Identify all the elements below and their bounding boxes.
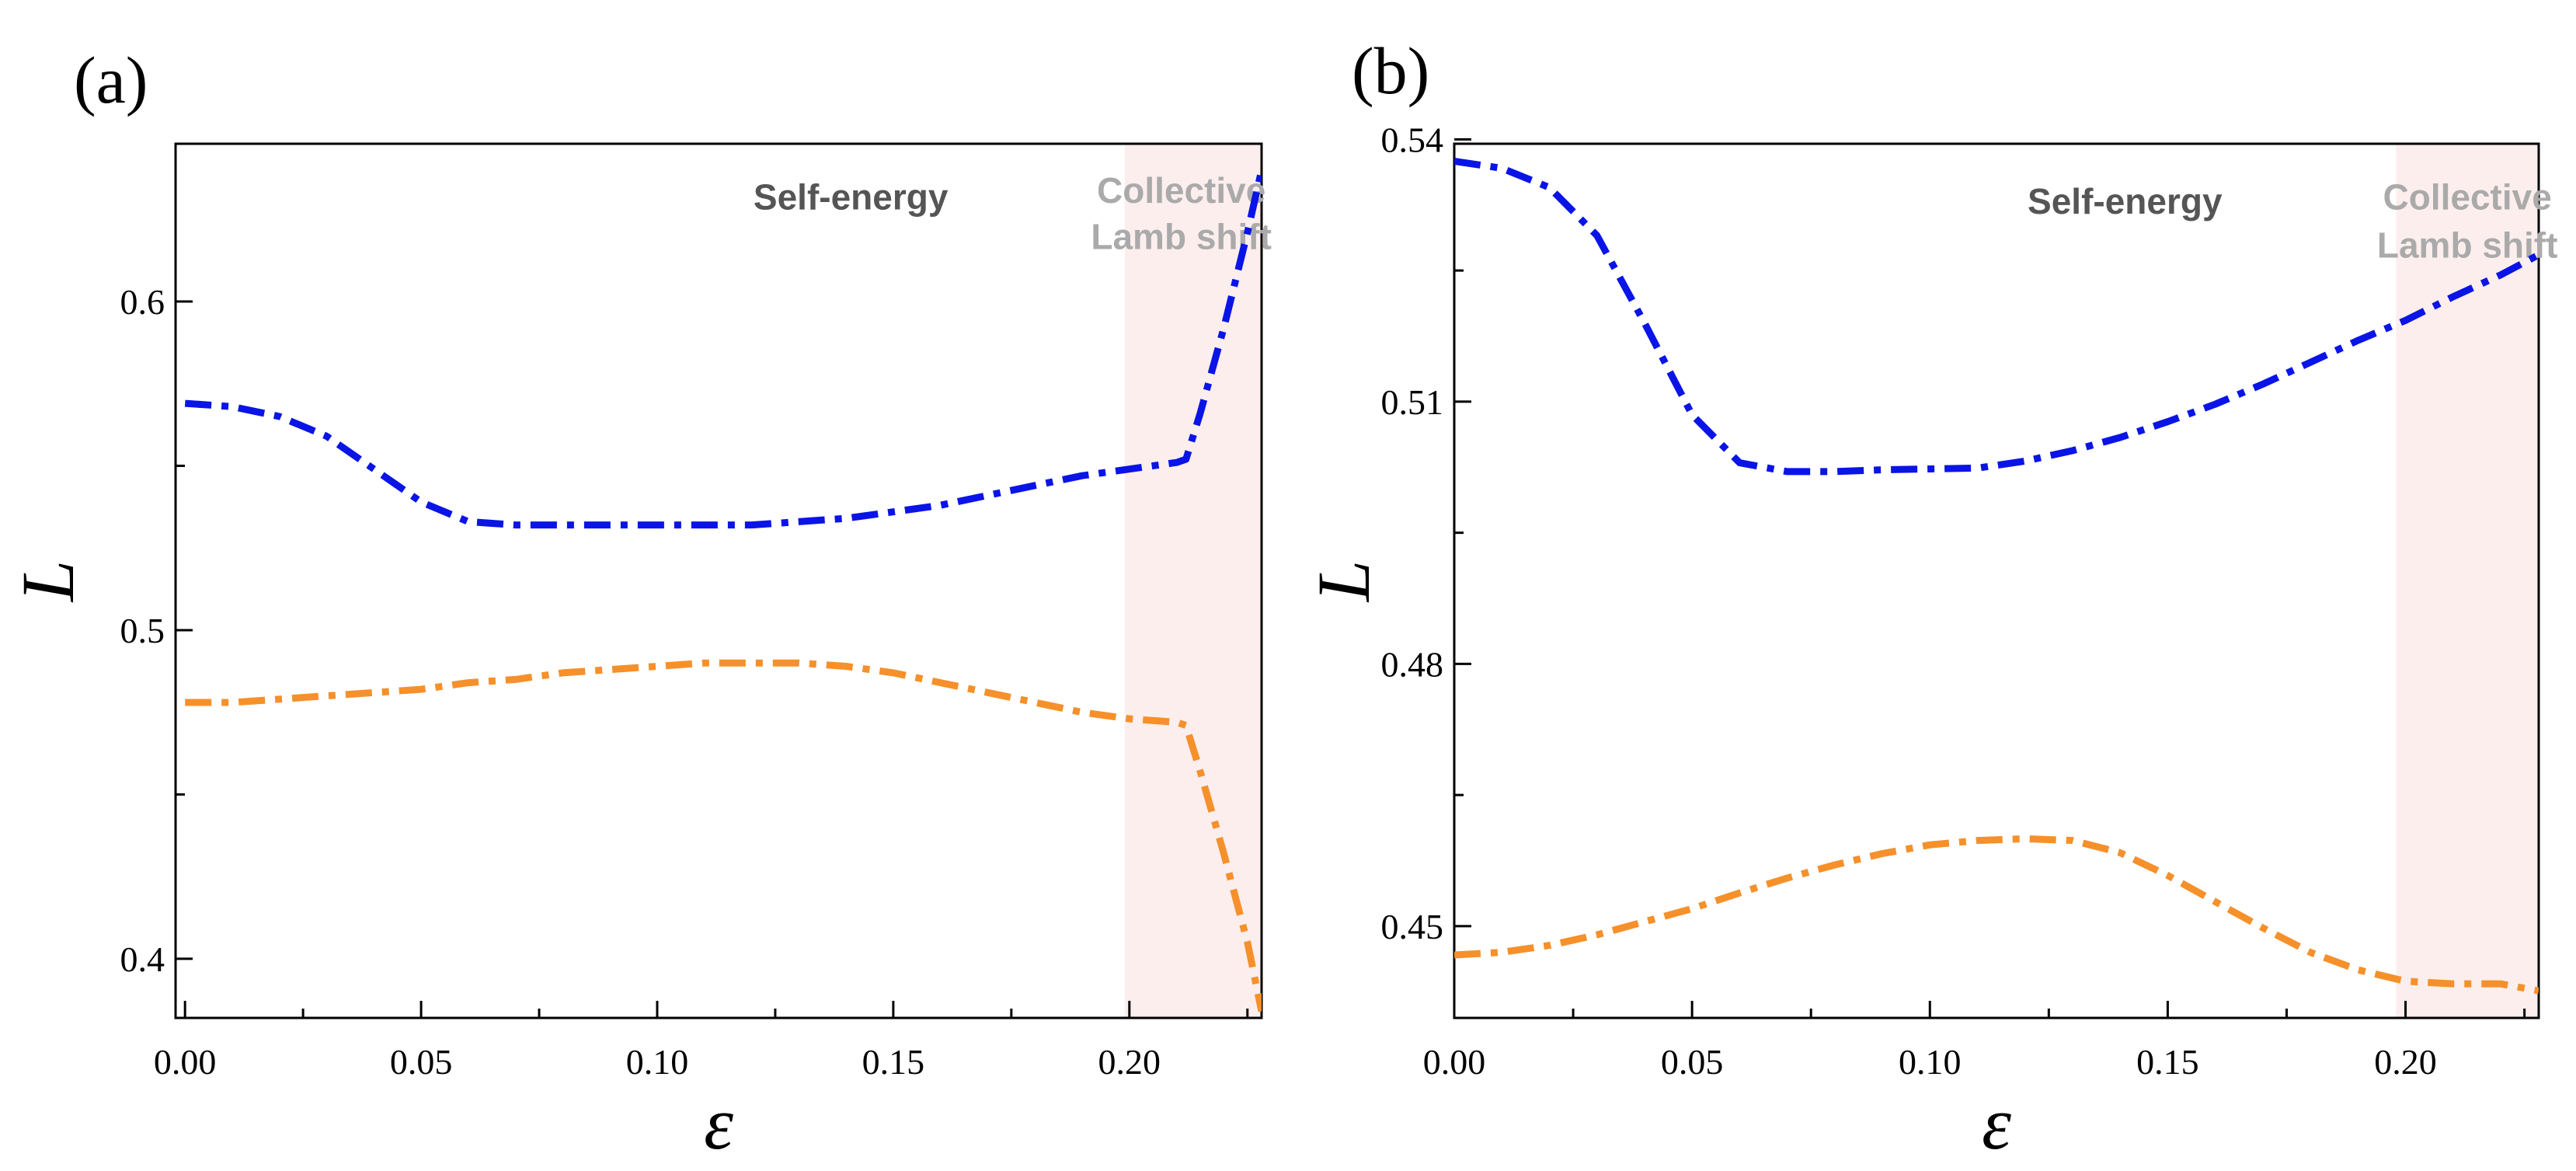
x-axis-title: ε bbox=[1982, 1082, 2011, 1165]
series-line-orange bbox=[1454, 835, 2539, 995]
region-annotation: Self-energy bbox=[2028, 181, 2223, 221]
plot-frame bbox=[174, 142, 1263, 1019]
y-tick-label: 0.5 bbox=[120, 611, 165, 650]
y-tick-label: 0.4 bbox=[120, 939, 165, 979]
y-tick-label: 0.51 bbox=[1381, 382, 1444, 422]
x-tick-label: 0.20 bbox=[2374, 1042, 2437, 1082]
x-tick-label: 0.15 bbox=[2136, 1042, 2199, 1082]
series-line-blue bbox=[184, 169, 1262, 529]
x-tick-label: 0.10 bbox=[626, 1042, 689, 1082]
series-line-blue bbox=[1454, 158, 2539, 476]
y-tick-label: 0.6 bbox=[120, 282, 165, 322]
x-tick-label: 0.20 bbox=[1098, 1042, 1161, 1082]
y-tick-label: 0.48 bbox=[1381, 644, 1444, 684]
y-axis-title: L bbox=[1302, 560, 1385, 603]
y-axis-title: L bbox=[6, 560, 89, 603]
y-tick-label: 0.45 bbox=[1381, 907, 1444, 946]
region-annotation: Self-energy bbox=[754, 177, 949, 218]
region-annotation: Lamb shift bbox=[2377, 225, 2558, 265]
plot-frame bbox=[1453, 142, 2540, 1019]
region-annotation: Collective bbox=[1097, 170, 1265, 211]
panel-b: 0.00 0.05 0.10 0.15 0.20 0.45 0.48 0.51 0.54 ε L (b… bbox=[1302, 33, 2557, 1165]
x-tick-label: 0.15 bbox=[862, 1042, 925, 1082]
y-tick-label: 0.54 bbox=[1381, 120, 1444, 159]
shaded-region bbox=[1124, 144, 1262, 1018]
panel-label: (a) bbox=[74, 43, 148, 117]
x-tick-label: 0.00 bbox=[1423, 1042, 1486, 1082]
panel-label: (b) bbox=[1352, 33, 1429, 108]
x-tick-label: 0.10 bbox=[1899, 1042, 1962, 1082]
shaded-region bbox=[2396, 144, 2539, 1018]
region-annotation: Collective bbox=[2383, 176, 2552, 217]
x-axis-title: ε bbox=[704, 1082, 733, 1165]
x-tick-label: 0.00 bbox=[154, 1042, 217, 1082]
series-line-orange bbox=[185, 659, 1262, 1012]
panel-a: 0.00 0.05 0.10 0.15 0.20 0.4 0.5 0.6 ε L (a) Self-e… bbox=[6, 43, 1272, 1165]
x-tick-label: 0.05 bbox=[1661, 1042, 1724, 1082]
x-tick-label: 0.05 bbox=[390, 1042, 453, 1082]
